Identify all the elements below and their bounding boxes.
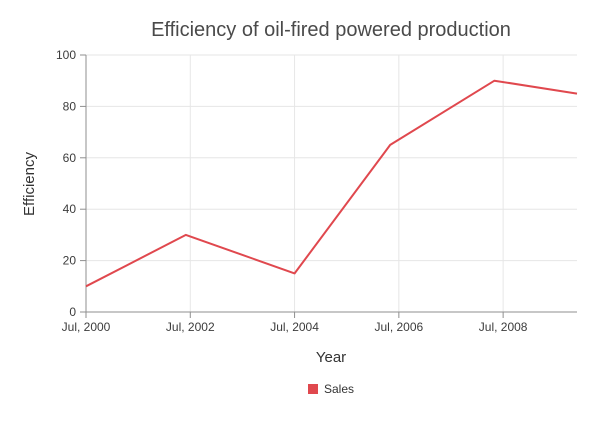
- legend-swatch-sales: [308, 384, 318, 394]
- x-tick-label: Jul, 2000: [62, 320, 111, 334]
- grid-layer: [86, 54, 577, 312]
- y-tick-label: 0: [69, 305, 76, 319]
- y-tick-label: 80: [63, 99, 77, 113]
- x-tick-label: Jul, 2008: [479, 320, 528, 334]
- series-layer: [85, 79, 578, 288]
- series-line-sales[interactable]: [85, 79, 578, 288]
- chart-title: Efficiency of oil-fired powered producti…: [151, 19, 511, 41]
- y-tick-label: 100: [56, 48, 76, 62]
- y-axis-title: Efficiency: [21, 152, 38, 216]
- axis-layer: 0 20 40 60 80 100 Jul, 2000 Jul, 2002 Jul, 2004 J…: [56, 48, 577, 334]
- y-tick-label: 60: [63, 151, 77, 165]
- x-tick-label: Jul, 2002: [166, 320, 215, 334]
- x-axis-title: Year: [316, 349, 346, 366]
- legend-label-sales: Sales: [324, 382, 354, 396]
- x-tick-label: Jul, 2006: [374, 320, 423, 334]
- legend[interactable]: Sales: [308, 382, 354, 396]
- y-tick-label: 40: [63, 202, 77, 216]
- y-tick-label: 20: [63, 254, 77, 268]
- x-tick-label: Jul, 2004: [270, 320, 319, 334]
